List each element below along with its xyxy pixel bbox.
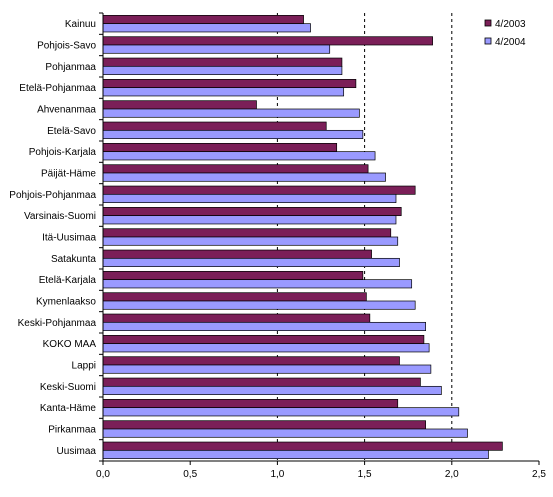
category-label: Varsinais-Suomi: [24, 211, 96, 222]
bar-series2-1: [102, 44, 331, 54]
x-tick-label: 0,0: [96, 469, 110, 480]
bar-series1-3: [102, 79, 357, 89]
bar-series2-8: [102, 193, 397, 203]
category-label: Päijät-Häme: [41, 169, 96, 180]
bar-series2-2: [102, 65, 343, 75]
category-label: KOKO MAA: [43, 339, 97, 350]
bar-series1-16: [102, 356, 400, 366]
bar-series1-6: [102, 143, 338, 153]
bar-series1-1: [102, 36, 433, 46]
bar-series1-5: [102, 121, 327, 131]
x-tick-label: 2,0: [445, 469, 459, 480]
bar-series1-20: [102, 441, 503, 451]
category-label: Pohjois-Savo: [37, 41, 96, 52]
category-label: Pohjanmaa: [45, 62, 96, 73]
bar-series1-4: [102, 100, 257, 110]
bar-series1-12: [102, 271, 364, 281]
bar-series2-12: [102, 279, 413, 289]
bar-series1-9: [102, 207, 402, 217]
bar-series2-6: [102, 151, 376, 161]
bar-series2-5: [102, 129, 364, 139]
category-label: Pirkanmaa: [48, 425, 96, 436]
bar-series1-2: [102, 57, 343, 67]
bar-series2-19: [102, 428, 468, 438]
bar-series1-18: [102, 399, 399, 409]
bar-series1-19: [102, 420, 426, 430]
bar-series2-3: [102, 87, 345, 97]
legend-label-1: 4/2003: [495, 19, 526, 30]
bar-series1-0: [102, 15, 304, 25]
bar-series2-10: [102, 236, 399, 246]
category-label: Etelä-Savo: [47, 126, 96, 137]
x-tick-label: 1,0: [270, 469, 284, 480]
legend-swatch-1: [484, 19, 492, 27]
category-label: Etelä-Pohjanmaa: [19, 83, 96, 94]
bar-series2-16: [102, 364, 432, 374]
x-tick-label: 1,5: [358, 469, 372, 480]
bar-series2-13: [102, 300, 416, 310]
category-label: Etelä-Karjala: [39, 275, 97, 286]
bar-series2-9: [102, 215, 397, 225]
bar-series1-8: [102, 185, 416, 195]
bar-series2-15: [102, 343, 430, 353]
bar-series1-14: [102, 313, 371, 323]
x-tick-label: 2,5: [532, 469, 546, 480]
category-label: Keski-Suomi: [40, 382, 96, 393]
bar-series1-15: [102, 335, 425, 345]
bar-series2-18: [102, 407, 460, 417]
bar-series2-7: [102, 172, 386, 182]
category-label: Keski-Pohjanmaa: [18, 318, 97, 329]
category-label: Pohjois-Karjala: [29, 147, 97, 158]
bar-series2-14: [102, 321, 426, 331]
bar-series2-0: [102, 23, 311, 33]
bar-series2-11: [102, 257, 400, 267]
bar-series2-4: [102, 108, 360, 118]
category-label: Kanta-Häme: [40, 403, 97, 414]
legend-swatch-2: [484, 37, 492, 45]
category-label: Ahvenanmaa: [37, 105, 96, 116]
category-label: Satakunta: [51, 254, 96, 265]
bar-series1-7: [102, 164, 369, 174]
bar-series1-11: [102, 249, 372, 259]
category-label: Lappi: [72, 361, 96, 372]
bar-series1-13: [102, 292, 367, 302]
category-label: Pohjois-Pohjanmaa: [9, 190, 96, 201]
category-label: Uusimaa: [57, 446, 97, 457]
bar-series2-20: [102, 449, 489, 459]
category-label: Itä-Uusimaa: [42, 233, 96, 244]
x-tick-label: 0,5: [183, 469, 197, 480]
bar-series2-17: [102, 385, 442, 395]
category-label: Kymenlaakso: [36, 297, 96, 308]
legend-label-2: 4/2004: [495, 37, 526, 48]
bar-series1-10: [102, 228, 392, 238]
bar-series1-17: [102, 377, 421, 387]
category-label: Kainuu: [65, 19, 96, 30]
